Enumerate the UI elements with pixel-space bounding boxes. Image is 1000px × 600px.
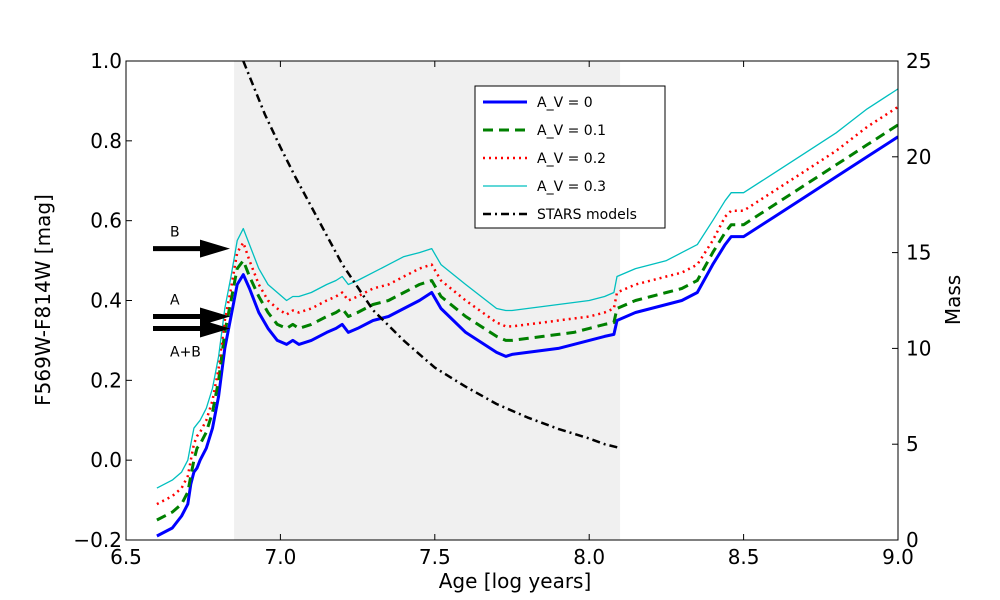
x-tick-label: 8.0 <box>573 545 605 569</box>
legend-label: STARS models <box>537 207 637 223</box>
x-tick-label: 7.5 <box>419 545 451 569</box>
arrow-label: A <box>170 292 180 308</box>
y2-tick-label: 20 <box>906 145 931 169</box>
series-layer <box>156 61 898 538</box>
legend-box <box>474 85 666 229</box>
series-line-3 <box>156 88 898 489</box>
series-line-4 <box>242 61 621 450</box>
y-tick-label: 0.2 <box>90 368 122 392</box>
x-axis-title: Age [log years] <box>439 569 592 593</box>
y2-tick-label: 15 <box>906 241 931 265</box>
y-tick-label: 0.8 <box>90 129 122 153</box>
legend-label: A_V = 0.2 <box>537 151 606 167</box>
legend-label: A_V = 0.3 <box>537 179 606 195</box>
series-line-0 <box>156 135 898 538</box>
series-line-2 <box>156 105 898 506</box>
arrow-A: A <box>153 292 230 326</box>
y-tick-label: 0.0 <box>90 448 122 472</box>
y2-axis-title: Mass <box>941 275 965 325</box>
x-tick-label: 9.0 <box>882 545 914 569</box>
x-tick-label: 8.5 <box>728 545 760 569</box>
arrow-B: B <box>153 225 230 258</box>
y-axis-title: F569W-F814W [mag] <box>31 194 55 406</box>
legend-label: A_V = 0.1 <box>537 123 606 139</box>
y-tick-label: 0.4 <box>90 289 122 313</box>
y-tick-label: −0.2 <box>73 528 122 552</box>
arrow-annotations: B A A+B <box>153 225 230 360</box>
axes-frame: 6.5 7.0 7.5 8.0 8.5 9.0 −0.2 0.0 0.2 0.4 0.6 0.8 1.0… <box>73 49 931 569</box>
y2-tick-label: 25 <box>906 49 931 73</box>
x-tick-label: 7.0 <box>264 545 296 569</box>
y2-tick-label: 0 <box>906 528 919 552</box>
arrow-label: A+B <box>170 344 201 360</box>
y2-tick-label: 10 <box>906 336 931 360</box>
series-line-1 <box>156 123 898 522</box>
x-tick-label: 6.5 <box>110 545 142 569</box>
y-tick-label: 1.0 <box>90 49 122 73</box>
legend-label: A_V = 0 <box>537 95 593 111</box>
y-tick-label: 0.6 <box>90 209 122 233</box>
arrow-A+B: A+B <box>153 319 230 360</box>
y2-tick-label: 5 <box>906 432 919 456</box>
arrow-label: B <box>170 225 180 241</box>
legend: A_V = 0 A_V = 0.1 A_V = 0.2 A_V = 0.3 STARS … <box>474 85 666 229</box>
